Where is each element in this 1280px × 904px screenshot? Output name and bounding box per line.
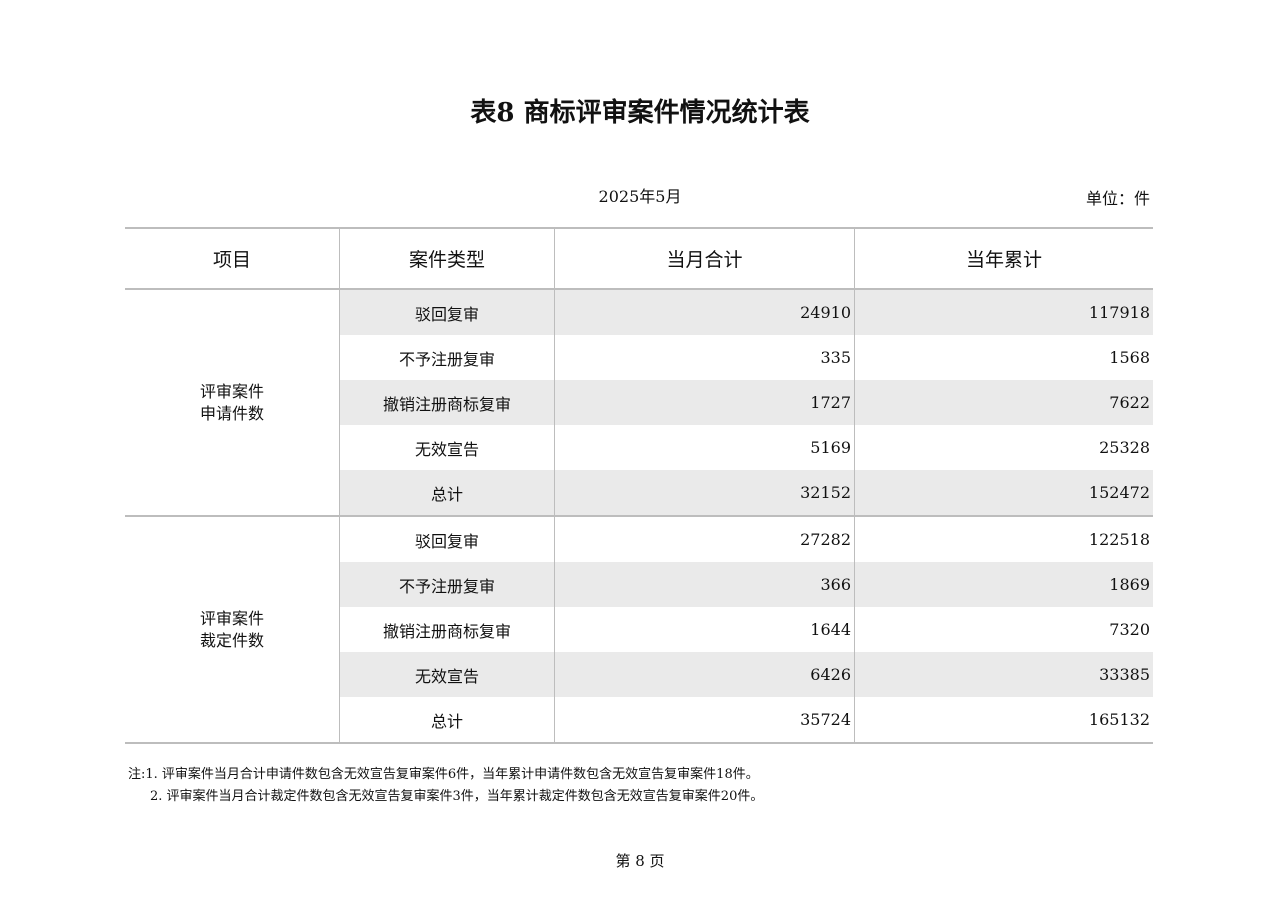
report-date: 2025年5月 (598, 187, 682, 206)
header-case-type: 案件类型 (339, 227, 555, 290)
month-total-cell: 35724 (554, 697, 855, 743)
page-number: 第 8 页 (615, 852, 665, 870)
note-2: 2. 评审案件当月合计裁定件数包含无效宣告复审案件3件，当年累计裁定件数包含无效… (150, 789, 764, 804)
month-total-cell: 366 (554, 562, 855, 607)
table-header: 项目 案件类型 当月合计 当年累计 (125, 227, 1153, 290)
case-type-cell: 驳回复审 (339, 515, 555, 562)
year-total-cell: 7622 (854, 380, 1153, 425)
statistics-table: 项目 案件类型 当月合计 当年累计 评审案件 申请件数 驳回复审 24910 11791… (125, 227, 1153, 744)
group-label-line: 申请件数 (199, 403, 264, 423)
case-type-cell: 驳回复审 (339, 289, 555, 335)
case-type-cell: 不予注册复审 (339, 335, 555, 380)
table-row: 无效宣告 6426 33385 (125, 652, 1153, 697)
year-total-cell: 165132 (854, 697, 1153, 743)
table-row: 评审案件 申请件数 驳回复审 24910 117918 (125, 289, 1153, 516)
month-total-cell: 335 (554, 335, 855, 380)
table-row: 无效宣告 5169 25328 (125, 425, 1153, 470)
header-year-total: 当年累计 (854, 227, 1153, 290)
month-total-cell: 1727 (554, 380, 855, 425)
month-total-cell: 1644 (554, 607, 855, 652)
month-total-cell: 6426 (554, 652, 855, 697)
table-row: 不予注册复审 366 1869 (125, 562, 1153, 607)
year-total-cell: 7320 (854, 607, 1153, 652)
table-row: 总计 32152 152472 (125, 470, 1153, 516)
year-total-cell: 1869 (854, 562, 1153, 607)
notes: 注:1. 评审案件当月合计申请件数包含无效宣告复审案件6件，当年累计申请件数包含… (128, 764, 763, 808)
month-total-cell: 24910 (554, 289, 855, 335)
year-total-cell: 25328 (854, 425, 1153, 470)
year-total-cell: 33385 (854, 652, 1153, 697)
year-total-cell: 122518 (854, 515, 1153, 562)
note-1: 注:1. 评审案件当月合计申请件数包含无效宣告复审案件6件，当年累计申请件数包含… (128, 767, 759, 782)
case-type-cell: 撤销注册商标复审 (339, 607, 555, 652)
group-label: 评审案件 申请件数 (125, 289, 340, 516)
month-total-cell: 5169 (554, 425, 855, 470)
unit-label: 单位：件 (1085, 189, 1150, 208)
case-type-cell: 总计 (339, 470, 555, 516)
header-item: 项目 (125, 227, 340, 290)
header-month-total: 当月合计 (554, 227, 855, 290)
case-type-cell: 撤销注册商标复审 (339, 380, 555, 425)
page-title: 表8 商标评审案件情况统计表 (470, 98, 810, 128)
group-label-line: 评审案件 (199, 608, 264, 628)
month-total-cell: 32152 (554, 470, 855, 516)
year-total-cell: 152472 (854, 470, 1153, 516)
table-row: 评审案件 裁定件数 驳回复审 27282 122518 (125, 515, 1153, 743)
case-type-cell: 无效宣告 (339, 425, 555, 470)
month-total-cell: 27282 (554, 515, 855, 562)
year-total-cell: 1568 (854, 335, 1153, 380)
group-label-line: 裁定件数 (199, 630, 264, 650)
case-type-cell: 无效宣告 (339, 652, 555, 697)
table-row: 撤销注册商标复审 1644 7320 (125, 607, 1153, 652)
table-row: 不予注册复审 335 1568 (125, 335, 1153, 380)
table-row: 总计 35724 165132 (125, 697, 1153, 743)
table-row: 撤销注册商标复审 1727 7622 (125, 380, 1153, 425)
case-type-cell: 总计 (339, 697, 555, 743)
group-label-line: 评审案件 (199, 381, 264, 401)
group-label: 评审案件 裁定件数 (125, 515, 340, 743)
case-type-cell: 不予注册复审 (339, 562, 555, 607)
year-total-cell: 117918 (854, 289, 1153, 335)
